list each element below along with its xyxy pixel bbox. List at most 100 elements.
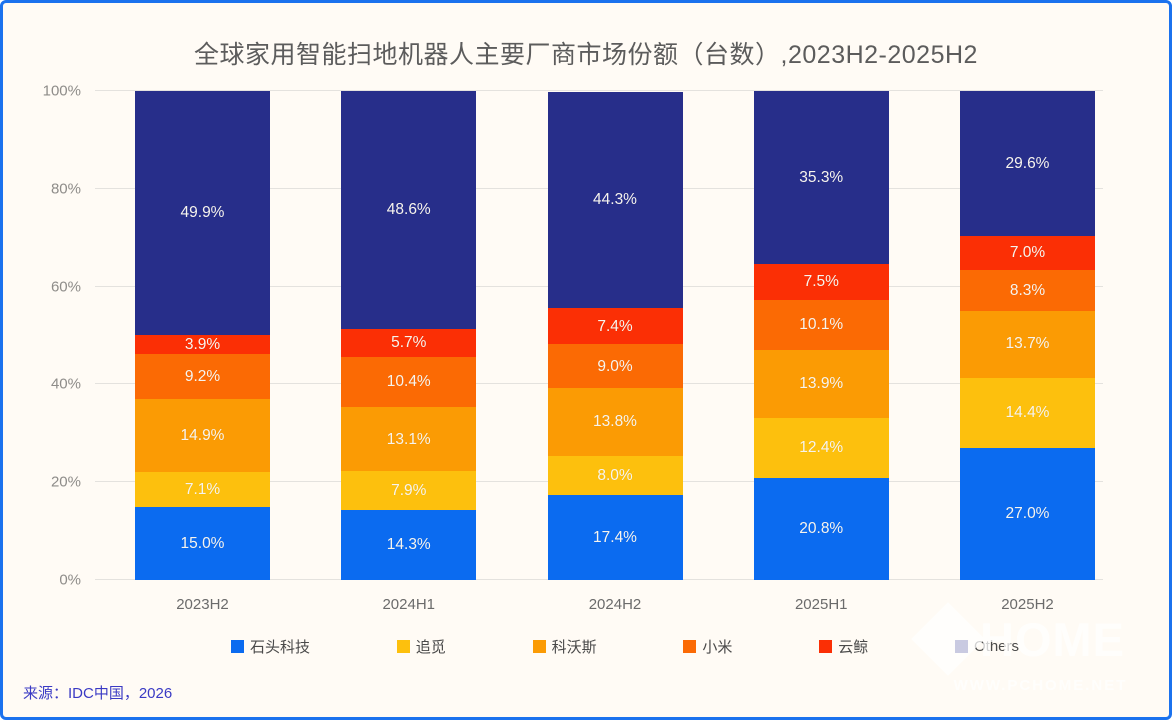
bar-segment-云鲸: 3.9%	[135, 335, 270, 355]
y-tick-label: 60%	[50, 278, 81, 296]
bar-segment-label: 35.3%	[799, 168, 844, 186]
legend-swatch-icon	[819, 640, 833, 653]
plot-area: 0% 20% 40% 60% 80% 100% 15.0% 7.1% 14.9% 9.2% 3.9%…	[43, 83, 1103, 613]
bar-segment-科沃斯: 13.8%	[547, 388, 683, 456]
bar-segment-小米: 9.0%	[547, 344, 683, 389]
x-tick-label: 2024H2	[588, 596, 642, 613]
bar-segment-追觅: 14.4%	[960, 377, 1095, 448]
legend-swatch-icon	[532, 640, 546, 653]
bar-segment-label: 9.2%	[184, 367, 221, 385]
bar-segment-追觅: 8.0%	[547, 455, 683, 495]
bar-segment-小米: 10.1%	[753, 300, 889, 350]
stacked-bar-2025H1: 20.8% 12.4% 13.9% 10.1% 7.5% 35.3% 2025H1	[753, 91, 889, 613]
pchome-watermark: HOME WWW.PCHOME.NET	[911, 602, 1163, 713]
bar-segment-label: 13.9%	[799, 374, 844, 392]
bar-segment-label: 15.0%	[180, 534, 225, 552]
legend-swatch-icon	[396, 640, 410, 653]
bar-segment-label: 8.3%	[1009, 281, 1046, 299]
legend-item-追觅: 追觅	[396, 636, 446, 657]
bars-row: 15.0% 7.1% 14.9% 9.2% 3.9% 49.9% 2023H2 14.3% 7.…	[135, 91, 1095, 613]
bar-segment-label: 7.9%	[391, 482, 427, 500]
legend-label: 石头科技	[250, 639, 311, 656]
bar-segment-label: 20.8%	[799, 520, 844, 538]
bar-segment-label: 7.4%	[597, 317, 633, 335]
y-tick-label: 0%	[59, 571, 81, 589]
bar-segment-科沃斯: 13.7%	[960, 310, 1095, 378]
bar-segment-Others: 44.3%	[547, 91, 683, 309]
bar-segment-追觅: 7.9%	[341, 471, 477, 511]
bar-segment-label: 49.9%	[180, 204, 225, 222]
legend-label: 追觅	[415, 639, 446, 656]
legend-item-科沃斯: 科沃斯	[532, 636, 597, 657]
legend-item-石头科技: 石头科技	[231, 636, 310, 657]
x-tick-label: 2023H2	[176, 596, 229, 613]
bar-segment-label: 14.9%	[180, 426, 225, 444]
source-note: 来源：IDC中国，2026	[23, 685, 173, 702]
y-tick-label: 20%	[50, 473, 81, 491]
bar-segment-label: 7.1%	[184, 480, 221, 498]
bar-segment-Others: 48.6%	[341, 91, 477, 329]
legend-label: 小米	[702, 639, 733, 656]
legend-label: 云鲸	[838, 639, 869, 656]
stacked-bar-2024H1: 14.3% 7.9% 13.1% 10.4% 5.7% 48.6% 2024H1	[341, 91, 477, 613]
bar-segment-label: 3.9%	[184, 335, 221, 353]
bar-segment-小米: 9.2%	[135, 354, 270, 400]
stacked-bar-2023H2: 15.0% 7.1% 14.9% 9.2% 3.9% 49.9% 2023H2	[135, 91, 270, 613]
bar-segment-label: 48.6%	[386, 201, 431, 219]
bar-segment-label: 14.3%	[386, 536, 431, 554]
bar-segment-label: 7.5%	[803, 273, 839, 291]
watermark-url-text: WWW.PCHOME.NET	[953, 677, 1128, 694]
y-tick-label: 100%	[42, 82, 81, 100]
bar-segment-小米: 8.3%	[960, 270, 1095, 311]
bar-segment-云鲸: 5.7%	[341, 328, 477, 357]
legend-label: Others	[973, 638, 1019, 655]
bar-segment-label: 5.7%	[391, 333, 427, 351]
bar-segment-label: 10.1%	[799, 316, 844, 334]
bar-segment-石头科技: 15.0%	[135, 506, 270, 580]
bar-segment-小米: 10.4%	[341, 356, 477, 408]
bar-segment-追觅: 12.4%	[753, 417, 889, 479]
legend-item-Others: Others	[954, 638, 1019, 655]
bar-segment-Others: 29.6%	[960, 91, 1095, 236]
bar-segment-科沃斯: 14.9%	[135, 399, 270, 472]
bar-segment-云鲸: 7.5%	[753, 263, 889, 301]
bar-segment-label: 12.4%	[799, 439, 844, 457]
bar-segment-追觅: 7.1%	[135, 471, 270, 507]
bar-segment-label: 8.0%	[597, 466, 633, 484]
bar-segment-科沃斯: 13.9%	[753, 349, 889, 418]
stacked-bar-2025H2: 27.0% 14.4% 13.7% 8.3% 7.0% 29.6% 2025H2	[960, 91, 1095, 613]
bar-segment-石头科技: 14.3%	[341, 510, 477, 580]
legend-item-小米: 小米	[683, 636, 732, 657]
legend-label: 科沃斯	[551, 639, 597, 656]
x-tick-label: 2025H2	[1001, 596, 1054, 613]
bar-segment-label: 17.4%	[593, 528, 637, 546]
bar-segment-label: 13.8%	[593, 413, 637, 431]
bar-segment-label: 29.6%	[1005, 154, 1050, 172]
legend-swatch-icon	[954, 640, 968, 653]
legend: 石头科技 追觅 科沃斯 小米 云鲸 Others	[231, 636, 1019, 657]
bar-segment-科沃斯: 13.1%	[341, 407, 477, 472]
bar-segment-Others: 49.9%	[135, 91, 270, 336]
x-tick-label: 2025H1	[794, 596, 848, 613]
bar-segment-label: 9.0%	[597, 357, 633, 375]
bar-segment-Others: 35.3%	[753, 91, 889, 264]
bar-segment-label: 13.1%	[386, 430, 431, 448]
y-tick-label: 40%	[50, 375, 81, 393]
legend-swatch-icon	[683, 640, 697, 653]
bar-segment-label: 44.3%	[593, 191, 637, 209]
bar-segment-云鲸: 7.4%	[547, 308, 683, 345]
bar-segment-label: 27.0%	[1005, 505, 1050, 523]
y-tick-label: 80%	[50, 180, 81, 198]
bar-segment-label: 13.7%	[1005, 335, 1050, 353]
bar-segment-云鲸: 7.0%	[960, 235, 1095, 271]
bar-segment-label: 10.4%	[386, 373, 431, 391]
bar-segment-石头科技: 17.4%	[547, 494, 683, 580]
stacked-bar-2024H2: 17.4% 8.0% 13.8% 9.0% 7.4% 44.3% 2024H2	[547, 91, 683, 613]
gridline	[95, 90, 1103, 91]
legend-swatch-icon	[231, 640, 244, 653]
bar-segment-label: 7.0%	[1009, 244, 1046, 262]
bar-segment-石头科技: 20.8%	[753, 478, 889, 580]
chart-title: 全球家用智能扫地机器人主要厂商市场份额（台数）,2023H2-2025H2	[194, 41, 978, 69]
bar-segment-石头科技: 27.0%	[960, 447, 1095, 580]
